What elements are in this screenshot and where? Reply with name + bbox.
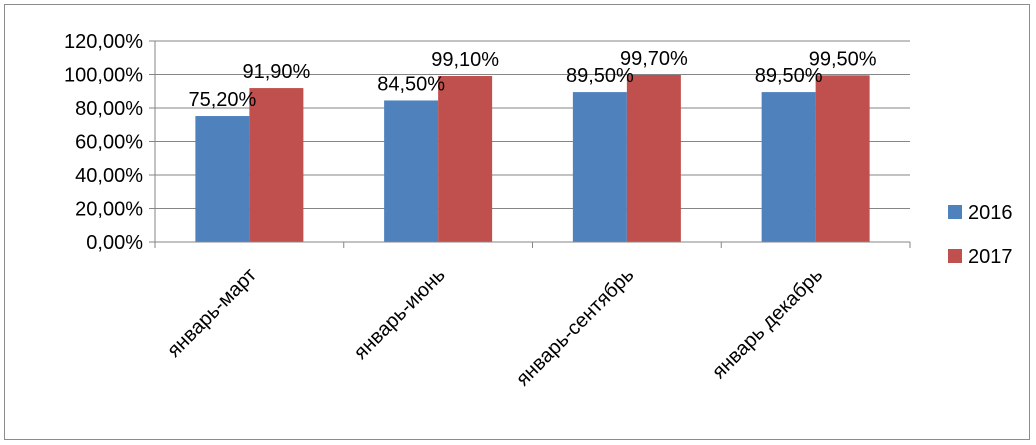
bar-2016-2 [384,100,439,243]
data-label: 99,50% [809,48,877,70]
data-label: 99,70% [620,48,688,70]
bar-2017-3 [626,75,681,242]
data-label: 89,50% [755,65,823,87]
data-label: 84,50% [377,73,445,95]
y-tick-label: 20,00% [75,199,143,221]
bar-2016-1 [195,116,250,242]
y-tick-label: 0,00% [86,232,143,254]
y-tick-label: 80,00% [75,98,143,120]
legend-label-2016: 2016 [968,202,1013,224]
y-tick-label: 40,00% [75,165,143,187]
bar-2017-4 [815,75,870,243]
bar-2016-3 [572,92,627,243]
data-label: 75,20% [188,89,256,111]
category-label: январь-июнь [350,264,450,364]
category-label: январь декабрь [708,264,827,383]
legend-swatch-2017 [948,249,962,263]
legend-label-2017: 2017 [968,246,1013,268]
category-label: январь-сентябрь [512,264,638,390]
category-label: январь-март [163,264,261,362]
data-label: 99,10% [431,49,499,71]
data-label: 91,90% [242,61,310,83]
data-label: 89,50% [566,65,634,87]
y-tick-label: 100,00% [64,65,143,87]
y-tick-label: 120,00% [64,31,143,53]
y-tick-label: 60,00% [75,132,143,154]
bar-2017-2 [438,76,493,242]
legend-swatch-2016 [948,205,962,219]
bar-2016-4 [761,92,816,243]
bar-2017-1 [249,88,304,242]
